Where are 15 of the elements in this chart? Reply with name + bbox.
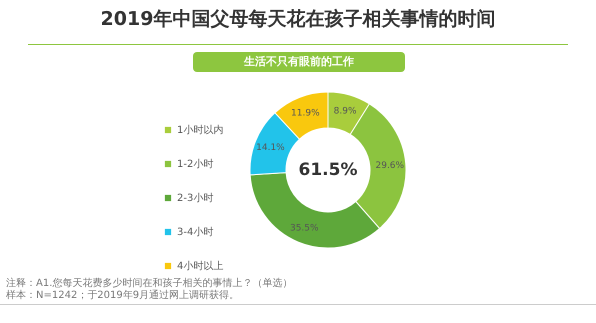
legend-label: 2-3小时: [177, 192, 214, 204]
text: 样本：N=1242；于2019年9月通过网上调研获得。: [6, 290, 240, 301]
legend-label: 3-4小时: [177, 226, 214, 238]
text: 61.5%: [298, 160, 358, 180]
legend-label: 1-2小时: [177, 158, 214, 170]
data-label: 35.5%: [290, 223, 320, 234]
data-label: 8.9%: [334, 106, 357, 116]
chart-title: 2019年中国父母每天花在孩子相关事情的时间: [100, 7, 496, 32]
text: 注释：A1.您每天花费多少时间在和孩子相关的事情上？（单选）: [6, 278, 292, 289]
legend-label: 4小时以上: [177, 260, 224, 272]
data-label: 29.6%: [375, 160, 405, 171]
data-label: 14.1%: [256, 142, 286, 153]
legend-label: 1小时以内: [177, 124, 224, 136]
data-label: 11.9%: [291, 108, 320, 118]
chart-subtitle: 生活不只有眼前的工作: [193, 52, 405, 72]
